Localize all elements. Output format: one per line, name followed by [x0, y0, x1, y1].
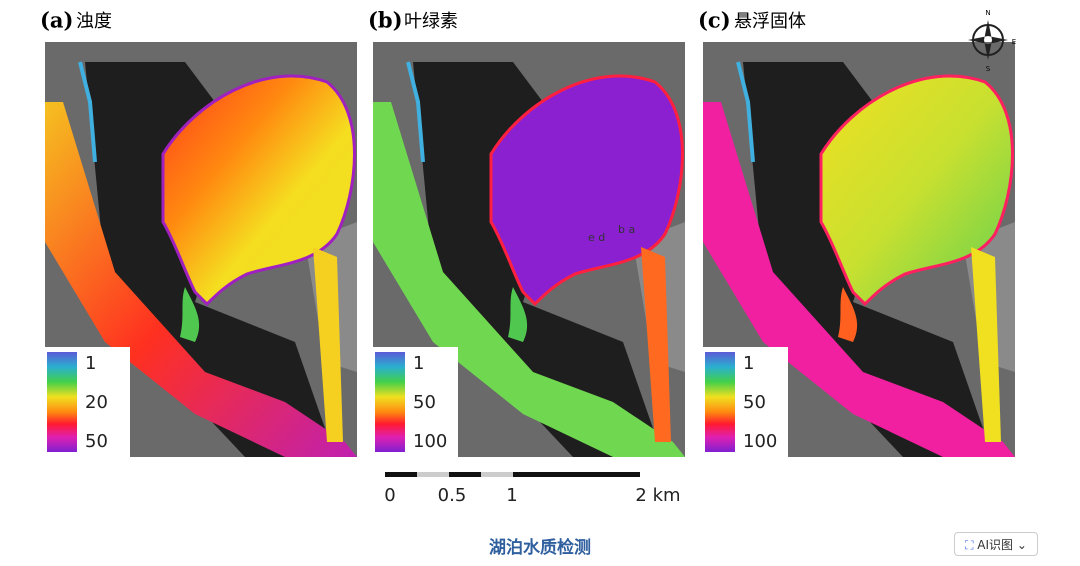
lake-arm [971, 247, 1001, 442]
legend-label: 1 [413, 353, 424, 374]
legend-label: 100 [743, 431, 777, 452]
panel-header: (a) 浊度 [40, 8, 112, 33]
lake-arm [313, 247, 343, 442]
legend-label: 1 [85, 353, 96, 374]
compass-label: N [985, 9, 990, 17]
panel-label: (b) [368, 8, 403, 33]
scale-bar: 0 0.5 1 2 km [384, 472, 681, 506]
map-panel: 1 20 50 [45, 42, 357, 457]
legend-bar [47, 352, 77, 452]
forest [413, 62, 663, 457]
site-label: b a [618, 223, 635, 236]
inlet [180, 287, 200, 342]
panel-title: 叶绿素 [404, 11, 458, 32]
compass-label: E [1012, 38, 1016, 46]
legend-bar [705, 352, 735, 452]
forest [743, 62, 993, 457]
panel-label: (a) [40, 8, 73, 33]
legend-bar [375, 352, 405, 452]
panel-header: (c) 悬浮固体 [698, 8, 806, 33]
lake [489, 74, 684, 307]
legend-label: 50 [743, 392, 766, 413]
forest [85, 62, 335, 457]
lake [819, 74, 1014, 307]
river-channel [45, 102, 357, 457]
ai-button[interactable]: ⛶ AI识图 ⌄ [954, 532, 1038, 556]
legend-label: 50 [413, 392, 436, 413]
inlet [508, 287, 528, 342]
scale-label: 0 [384, 485, 395, 506]
panel-label: (c) [698, 8, 731, 33]
legend-label: 1 [743, 353, 754, 374]
compass: N E S [968, 9, 1016, 73]
scale-label: 2 km [635, 485, 680, 506]
lake [161, 74, 356, 307]
stream [406, 61, 425, 163]
caption: 湖泊水质检测 [489, 537, 591, 558]
site-label: e d [588, 231, 605, 244]
panel-title: 浊度 [76, 11, 112, 32]
button-label[interactable]: AI识图 [977, 538, 1014, 552]
legend-label: 100 [413, 431, 447, 452]
river-channel [373, 102, 685, 457]
scale-label: 0.5 [438, 485, 467, 506]
river-channel [703, 102, 1015, 457]
legend-label: 50 [85, 431, 108, 452]
stream [78, 61, 97, 163]
map-panel: 1 50 100 e d b a [373, 42, 685, 457]
legend-label: 20 [85, 392, 108, 413]
lake-arm [641, 247, 671, 442]
scale-label: 1 [506, 485, 517, 506]
compass-label: S [986, 65, 991, 73]
stream [736, 61, 755, 163]
inlet [838, 287, 858, 342]
panel-header: (b) 叶绿素 [368, 8, 458, 33]
map-panel: 1 50 100 [703, 42, 1015, 457]
panel-title: 悬浮固体 [734, 11, 806, 32]
